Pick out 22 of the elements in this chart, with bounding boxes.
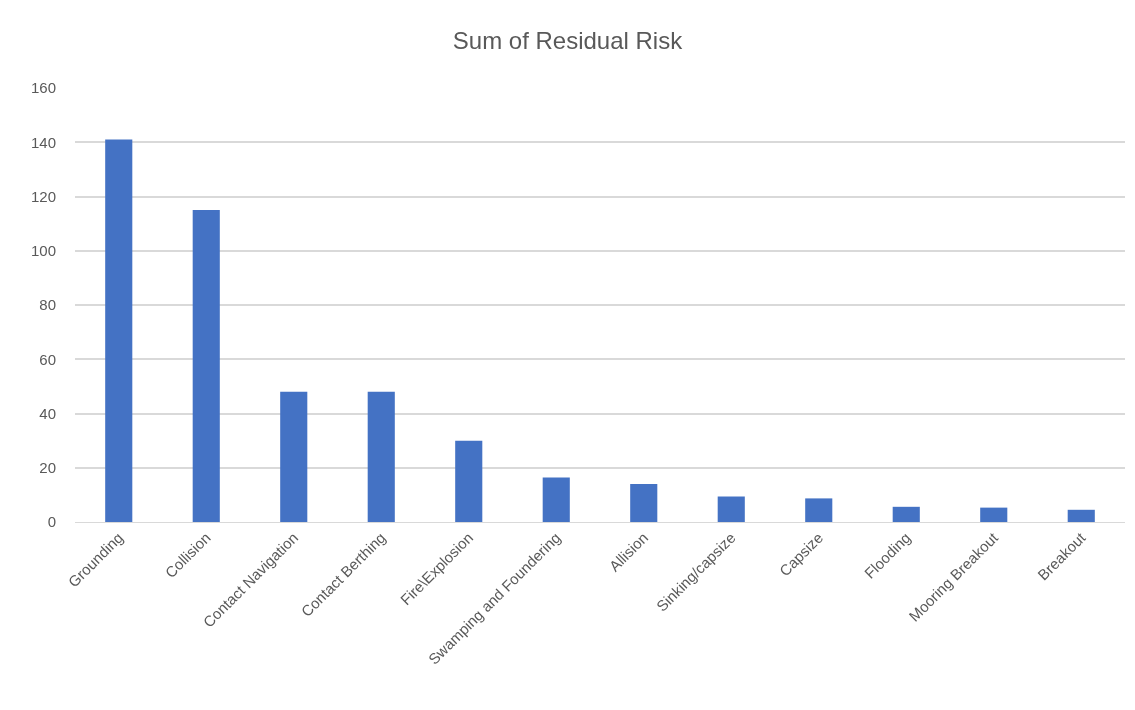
- bar: [105, 139, 133, 522]
- y-tick-label: 40: [39, 404, 56, 422]
- y-tick-label: 60: [39, 350, 56, 368]
- bar: [1067, 509, 1095, 522]
- y-tick-label: 20: [39, 459, 56, 476]
- y-tick-label: 120: [30, 187, 56, 205]
- bar: [805, 498, 833, 522]
- bar: [980, 507, 1008, 522]
- y-tick-label: 140: [30, 133, 56, 151]
- bar: [367, 391, 395, 522]
- bar: [542, 477, 570, 522]
- bar: [192, 210, 220, 522]
- y-tick-label: 100: [30, 242, 56, 259]
- y-tick-label: 80: [39, 296, 56, 314]
- bar: [717, 496, 745, 522]
- bar: [630, 484, 658, 522]
- bar: [892, 506, 920, 522]
- y-tick-label: 160: [30, 79, 56, 97]
- y-tick-label: 0: [47, 513, 56, 531]
- bar: [455, 440, 483, 522]
- chart-title: Sum of Residual Risk: [452, 26, 684, 54]
- bar: [280, 391, 308, 522]
